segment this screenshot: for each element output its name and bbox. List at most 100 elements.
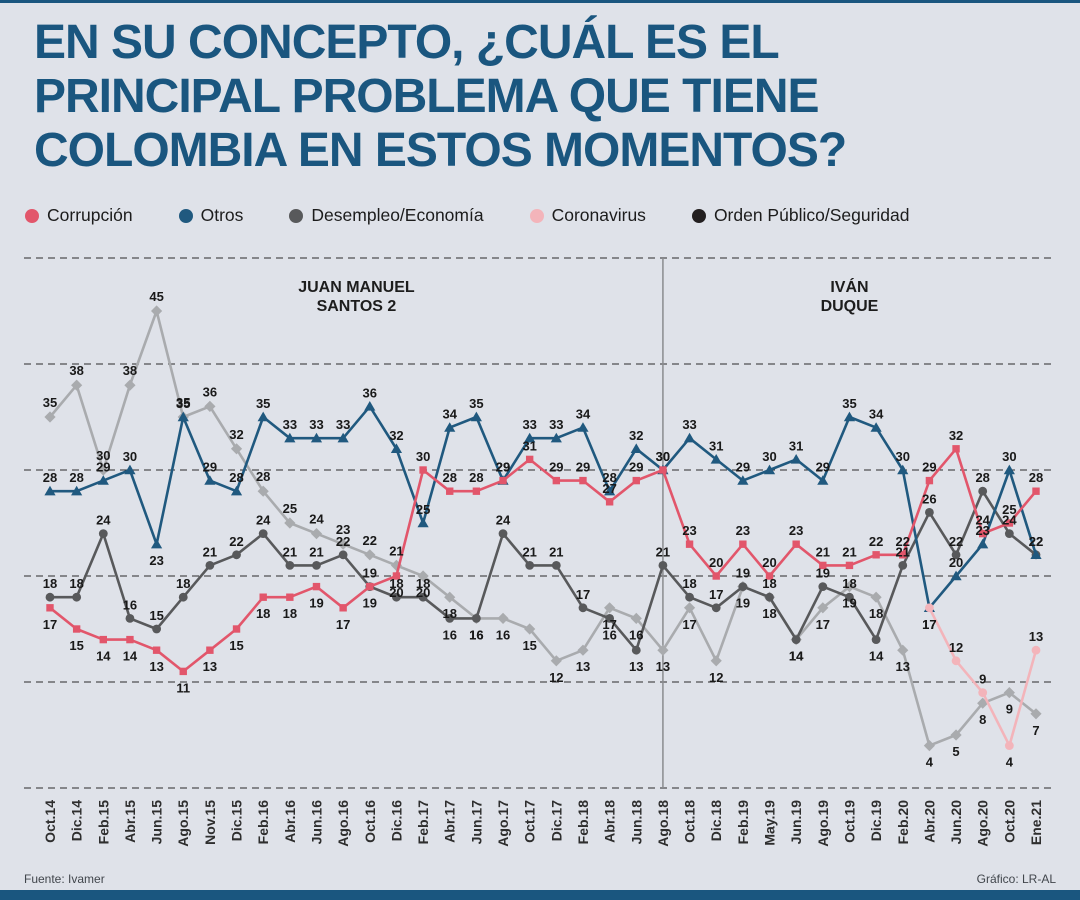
svg-text:24: 24 <box>975 513 990 528</box>
svg-text:Jun.17: Jun.17 <box>468 800 484 845</box>
svg-text:7: 7 <box>1032 723 1039 738</box>
legend-item-coronavirus: Coronavirus <box>529 205 646 226</box>
svg-text:16: 16 <box>469 627 483 642</box>
svg-text:21: 21 <box>283 544 297 559</box>
svg-text:28: 28 <box>43 470 57 485</box>
svg-text:28: 28 <box>975 470 989 485</box>
svg-text:19: 19 <box>736 566 750 581</box>
legend-label-orden-publico-seguridad: Orden Público/Seguridad <box>713 205 910 225</box>
svg-text:Feb.18: Feb.18 <box>575 800 591 845</box>
svg-text:22: 22 <box>1029 534 1043 549</box>
svg-text:SANTOS 2: SANTOS 2 <box>317 298 397 315</box>
svg-text:15: 15 <box>229 638 243 653</box>
svg-text:18: 18 <box>176 576 190 591</box>
era-label-duque: IVÁN DUQUE <box>821 277 879 315</box>
svg-text:19: 19 <box>363 566 377 581</box>
legend-label-otros: Otros <box>200 205 244 225</box>
svg-text:31: 31 <box>709 438 723 453</box>
page-title: EN SU CONCEPTO, ¿CUÁL ES EL PRINCIPAL PR… <box>34 16 847 177</box>
bottom-accent-bar <box>0 890 1080 900</box>
svg-text:29: 29 <box>629 460 643 475</box>
legend-item-desempleo-economia: Desempleo/Economía <box>289 205 484 226</box>
svg-text:12: 12 <box>549 670 563 685</box>
svg-text:Dic.16: Dic.16 <box>388 800 404 841</box>
svg-text:Abr.16: Abr.16 <box>282 800 298 843</box>
svg-text:25: 25 <box>1002 502 1016 517</box>
svg-text:17: 17 <box>602 617 616 632</box>
svg-text:Oct.18: Oct.18 <box>682 800 698 843</box>
svg-text:29: 29 <box>96 460 110 475</box>
svg-text:25: 25 <box>416 502 430 517</box>
svg-text:30: 30 <box>1002 449 1016 464</box>
svg-text:21: 21 <box>203 544 217 559</box>
svg-text:Abr.18: Abr.18 <box>602 800 618 843</box>
svg-text:14: 14 <box>789 649 804 664</box>
svg-text:33: 33 <box>309 417 323 432</box>
svg-text:Jun.18: Jun.18 <box>628 800 644 845</box>
svg-text:23: 23 <box>736 523 750 538</box>
svg-text:16: 16 <box>469 627 483 642</box>
svg-text:26: 26 <box>922 491 936 506</box>
legend-swatch-orden-publico-seguridad <box>691 208 706 223</box>
svg-text:Abr.20: Abr.20 <box>921 800 937 843</box>
svg-text:Ago.18: Ago.18 <box>655 800 671 847</box>
svg-text:13: 13 <box>629 659 643 674</box>
svg-text:16: 16 <box>123 597 137 612</box>
svg-text:21: 21 <box>309 544 323 559</box>
svg-text:28: 28 <box>469 470 483 485</box>
svg-text:23: 23 <box>149 553 163 568</box>
svg-text:14: 14 <box>123 649 138 664</box>
svg-text:38: 38 <box>123 363 137 378</box>
svg-text:Oct.16: Oct.16 <box>362 800 378 843</box>
svg-text:Dic.14: Dic.14 <box>69 800 85 841</box>
svg-text:18: 18 <box>682 576 696 591</box>
svg-text:35: 35 <box>469 396 483 411</box>
legend-label-corrupcion: Corrupción <box>47 205 133 225</box>
svg-text:8: 8 <box>979 712 986 727</box>
legend-swatch-corrupcion <box>25 208 39 223</box>
svg-text:33: 33 <box>522 417 536 432</box>
svg-text:18: 18 <box>842 576 856 591</box>
svg-text:29: 29 <box>496 460 510 475</box>
legend-label-desempleo-economia: Desempleo/Economía <box>311 205 484 225</box>
svg-text:23: 23 <box>682 523 696 538</box>
legend-swatch-coronavirus <box>529 208 544 223</box>
page-title-line-1: EN SU CONCEPTO, ¿CUÁL ES EL <box>34 16 780 69</box>
svg-text:14: 14 <box>96 649 111 664</box>
svg-text:Oct.19: Oct.19 <box>841 800 857 843</box>
svg-text:14: 14 <box>869 649 884 664</box>
legend-item-corrupcion: Corrupción <box>25 205 133 226</box>
svg-text:13: 13 <box>1029 629 1043 644</box>
svg-text:18: 18 <box>869 606 883 621</box>
svg-text:33: 33 <box>682 417 696 432</box>
svg-text:5: 5 <box>952 744 959 759</box>
svg-text:35: 35 <box>176 396 190 411</box>
svg-text:21: 21 <box>389 543 403 558</box>
svg-text:16: 16 <box>629 627 643 642</box>
svg-text:22: 22 <box>1029 534 1043 549</box>
svg-text:23: 23 <box>975 523 989 538</box>
svg-text:21: 21 <box>816 544 830 559</box>
svg-text:29: 29 <box>203 460 217 475</box>
svg-text:Nov.15: Nov.15 <box>202 800 218 845</box>
svg-text:24: 24 <box>256 513 271 528</box>
svg-text:Jun.20: Jun.20 <box>948 800 964 845</box>
svg-text:28: 28 <box>69 470 83 485</box>
svg-text:11: 11 <box>176 680 190 695</box>
svg-text:17: 17 <box>336 617 350 632</box>
svg-text:30: 30 <box>656 449 670 464</box>
svg-text:32: 32 <box>229 427 243 442</box>
svg-text:30: 30 <box>896 449 910 464</box>
svg-text:14: 14 <box>789 649 804 664</box>
svg-text:32: 32 <box>949 428 963 443</box>
credit-label: Gráfico: LR-AL <box>976 872 1056 886</box>
svg-text:22: 22 <box>896 534 910 549</box>
svg-text:Feb.17: Feb.17 <box>415 800 431 845</box>
svg-text:33: 33 <box>336 417 350 432</box>
svg-text:32: 32 <box>389 428 403 443</box>
svg-text:JUAN MANUEL: JUAN MANUEL <box>298 279 415 296</box>
svg-text:13: 13 <box>203 659 217 674</box>
svg-text:13: 13 <box>656 659 670 674</box>
